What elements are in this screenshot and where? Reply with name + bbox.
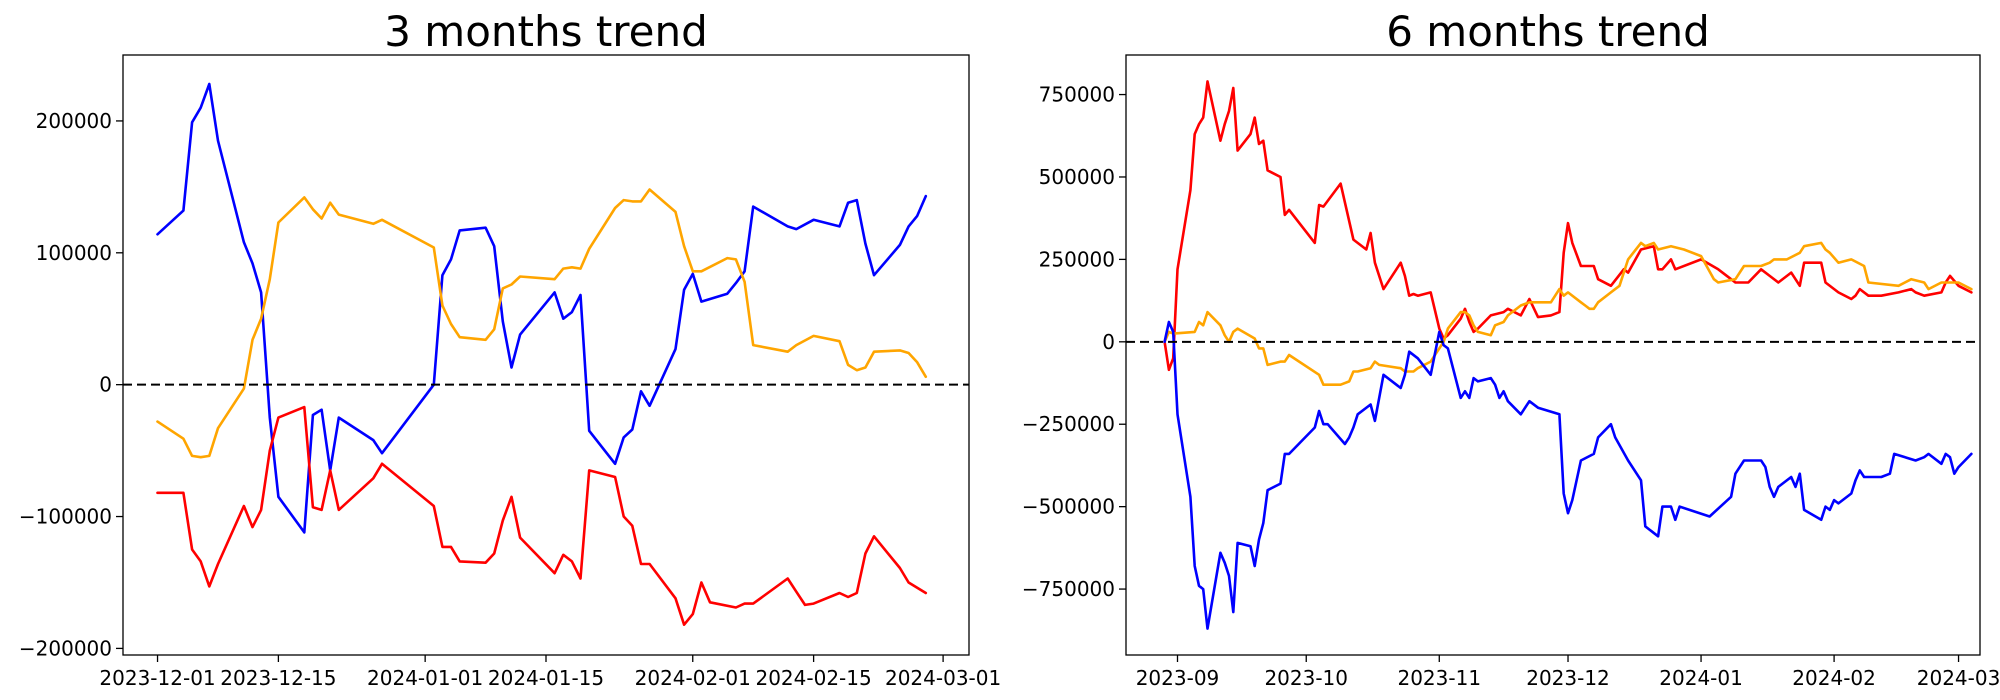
y-tick-label: 500000: [1039, 165, 1115, 189]
chart-6-months: 6 months trend 2023-09 2023-10 2023-11 2023…: [1022, 7, 2000, 690]
series-line-1: [1163, 241, 1973, 387]
x-tick-label: 2024-01-01: [367, 666, 483, 690]
x-tick-label: 2023-12-01: [99, 666, 215, 690]
plot-area: 2023-12-01 2023-12-15 2024-01-01 2024-01-15…: [19, 82, 1001, 690]
y-tick-label: −500000: [1022, 495, 1115, 519]
x-tick-label: 2023-09: [1136, 666, 1220, 690]
x-tick-label: 2023-12: [1526, 666, 1610, 690]
y-tick-label: 250000: [1039, 247, 1115, 271]
series-line-2: [1163, 320, 1973, 630]
chart-title: 6 months trend: [1386, 7, 1710, 56]
x-tick-label: 2023-10: [1264, 666, 1348, 690]
y-tick-label: 0: [99, 373, 112, 397]
x-tick-label: 2024-02: [1792, 666, 1876, 690]
x-tick-label: 2023-11: [1397, 666, 1481, 690]
chart-title: 3 months trend: [384, 7, 708, 56]
y-tick-label: 200000: [36, 109, 112, 133]
x-tick-label: 2024-03-01: [885, 666, 1001, 690]
y-tick-label: 0: [1102, 330, 1115, 354]
y-tick-label: −200000: [19, 636, 112, 660]
y-tick-label: −100000: [19, 505, 112, 529]
y-tick-label: 750000: [1039, 83, 1115, 107]
y-tick-label: 100000: [36, 241, 112, 265]
axes-frame: [1125, 54, 1981, 656]
plot-area: 2023-09 2023-10 2023-11 2023-12 2024-01 2024-…: [1022, 80, 2000, 690]
chart-3-months: 3 months trend 2023-12-01 2023-12-15 2024-…: [19, 7, 1001, 690]
series-line-2: [156, 405, 928, 627]
series-line-0: [1163, 80, 1973, 372]
series-group: [156, 82, 928, 627]
x-tick-label: 2024-02-15: [755, 666, 871, 690]
y-tick-label: −750000: [1022, 577, 1115, 601]
series-group: [1163, 80, 1973, 630]
x-tick-label: 2024-01-15: [488, 666, 604, 690]
x-tick-label: 2023-12-15: [220, 666, 336, 690]
x-tick-label: 2024-01: [1659, 666, 1743, 690]
x-tick-label: 2024-03: [1917, 666, 2000, 690]
y-tick-label: −250000: [1022, 412, 1115, 436]
series-line-1: [156, 188, 928, 459]
axes-frame: [122, 54, 970, 656]
x-tick-label: 2024-02-01: [635, 666, 751, 690]
